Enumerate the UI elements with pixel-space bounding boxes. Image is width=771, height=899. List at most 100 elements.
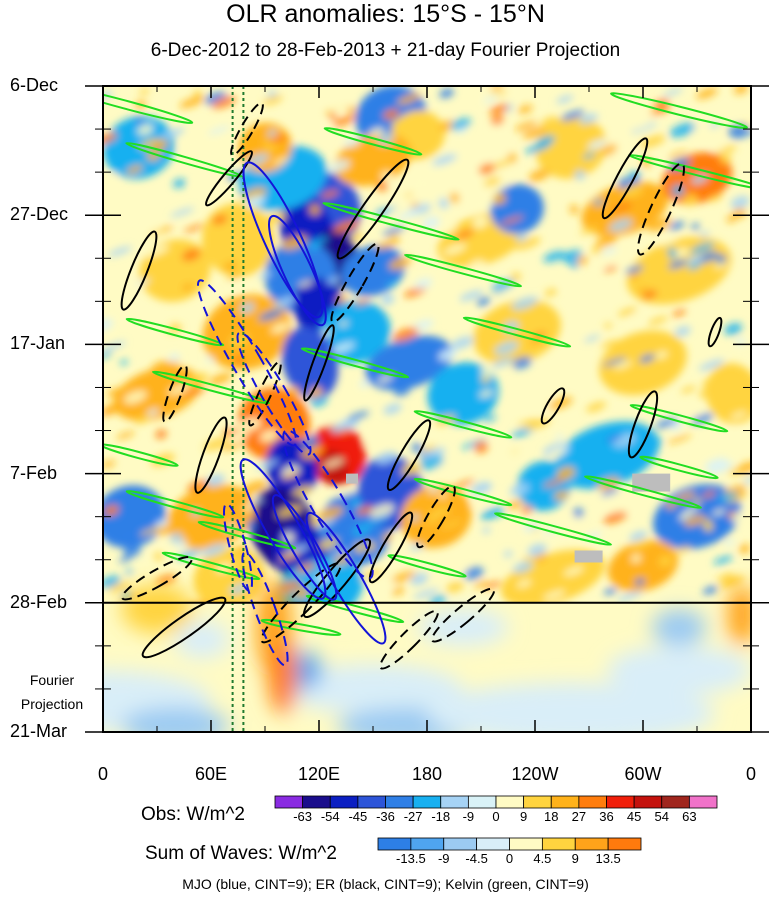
- obs-speckle: [354, 298, 371, 306]
- obs-speckle: [702, 379, 713, 389]
- obs-speckle: [432, 153, 458, 166]
- obs-speckle: [641, 289, 658, 300]
- obs-speckle: [364, 435, 382, 447]
- obs-speckle: [103, 132, 118, 145]
- obs-speckle: [275, 144, 290, 157]
- obs-speckle: [391, 587, 405, 596]
- obs-colorbar-tick-label: 27: [571, 809, 587, 824]
- obs-speckle: [172, 178, 186, 189]
- obs-speckle: [183, 386, 206, 397]
- obs-blob: [427, 362, 499, 425]
- obs-speckle: [375, 451, 398, 465]
- obs-speckle: [595, 234, 618, 248]
- obs-speckle: [396, 209, 422, 220]
- obs-speckle: [187, 479, 211, 492]
- obs-speckle: [179, 96, 205, 109]
- obs-speckle: [655, 418, 678, 429]
- contour-line: [300, 347, 410, 379]
- obs-speckle: [335, 295, 349, 303]
- obs-speckle: [603, 265, 618, 272]
- waves-colorbar-swatch: [607, 837, 642, 851]
- obs-speckle: [181, 283, 194, 292]
- obs-speckle: [328, 159, 351, 173]
- obs-speckle: [526, 418, 551, 430]
- obs-speckle: [698, 359, 725, 371]
- obs-speckle: [103, 194, 114, 208]
- obs-speckle: [669, 221, 685, 230]
- obs-speckle: [608, 218, 633, 232]
- obs-speckle: [569, 204, 579, 215]
- obs-speckle: [211, 96, 236, 109]
- obs-speckle: [126, 165, 144, 174]
- contour-line: [305, 511, 387, 645]
- obs-speckle: [521, 505, 533, 514]
- contour-line: [268, 214, 327, 327]
- projection-blob: [652, 608, 706, 646]
- obs-speckle: [240, 225, 259, 236]
- obs-speckle: [441, 520, 463, 529]
- contour-line: [627, 390, 659, 459]
- obs-speckle: [713, 262, 728, 270]
- obs-speckle: [310, 396, 328, 407]
- contour-line: [387, 554, 467, 578]
- obs-speckle: [377, 374, 394, 383]
- obs-speckle: [730, 411, 748, 419]
- colorbars: [274, 795, 718, 851]
- obs-speckle: [585, 401, 607, 413]
- obs-speckle: [108, 581, 132, 593]
- obs-speckle: [674, 326, 691, 337]
- obs-colorbar-tick-label: -54: [320, 809, 340, 824]
- obs-speckle: [148, 226, 171, 236]
- obs-speckle: [123, 544, 141, 558]
- obs-colorbar-tick-label: -9: [462, 809, 475, 824]
- contour-line: [162, 364, 188, 423]
- obs-speckle: [226, 273, 244, 281]
- obs-speckle: [573, 507, 584, 518]
- obs-speckle: [616, 590, 643, 602]
- obs-speckle: [561, 249, 583, 263]
- obs-speckle: [438, 493, 448, 499]
- contour-line: [379, 609, 439, 670]
- contour-line: [271, 494, 338, 601]
- obs-speckle: [549, 448, 565, 459]
- obs-colorbar-swatch: [661, 795, 690, 809]
- obs-speckle: [556, 466, 576, 480]
- contour-line: [305, 594, 405, 624]
- obs-speckle: [443, 243, 467, 255]
- obs-speckle: [555, 434, 564, 440]
- obs-speckle: [690, 413, 714, 425]
- obs-speckle: [543, 589, 566, 601]
- obs-speckle: [161, 128, 185, 139]
- obs-speckle: [576, 256, 588, 266]
- obs-speckle: [388, 257, 412, 270]
- obs-speckle: [478, 483, 493, 491]
- obs-speckle: [630, 313, 643, 321]
- obs-colorbar-swatch: [523, 795, 552, 809]
- obs-speckle: [234, 355, 244, 365]
- obs-speckle: [563, 276, 576, 287]
- obs-speckle: [294, 178, 312, 187]
- obs-speckle: [179, 136, 204, 151]
- obs-speckle: [544, 288, 557, 297]
- y-tick-label: 28-Feb: [10, 591, 68, 612]
- obs-speckle: [476, 297, 491, 306]
- contour-line: [323, 127, 423, 156]
- obs-speckle: [410, 572, 429, 586]
- obs-speckle: [472, 216, 489, 229]
- obs-speckle: [309, 241, 320, 251]
- obs-speckle: [518, 104, 533, 114]
- obs-speckle: [173, 241, 182, 250]
- obs-speckle: [455, 229, 474, 240]
- obs-speckle: [512, 561, 534, 574]
- obs-speckle: [569, 257, 578, 269]
- contour-line: [601, 137, 649, 220]
- obs-speckle: [719, 154, 732, 164]
- obs-speckle: [199, 462, 215, 472]
- contour-line: [242, 161, 324, 319]
- obs-speckle: [510, 272, 521, 282]
- waves-colorbar-tick-label: -9: [437, 851, 450, 866]
- waves-colorbar-tick-label: 4.5: [533, 851, 552, 866]
- obs-speckle: [699, 484, 721, 495]
- obs-speckle: [459, 290, 484, 302]
- obs-speckle: [156, 522, 181, 536]
